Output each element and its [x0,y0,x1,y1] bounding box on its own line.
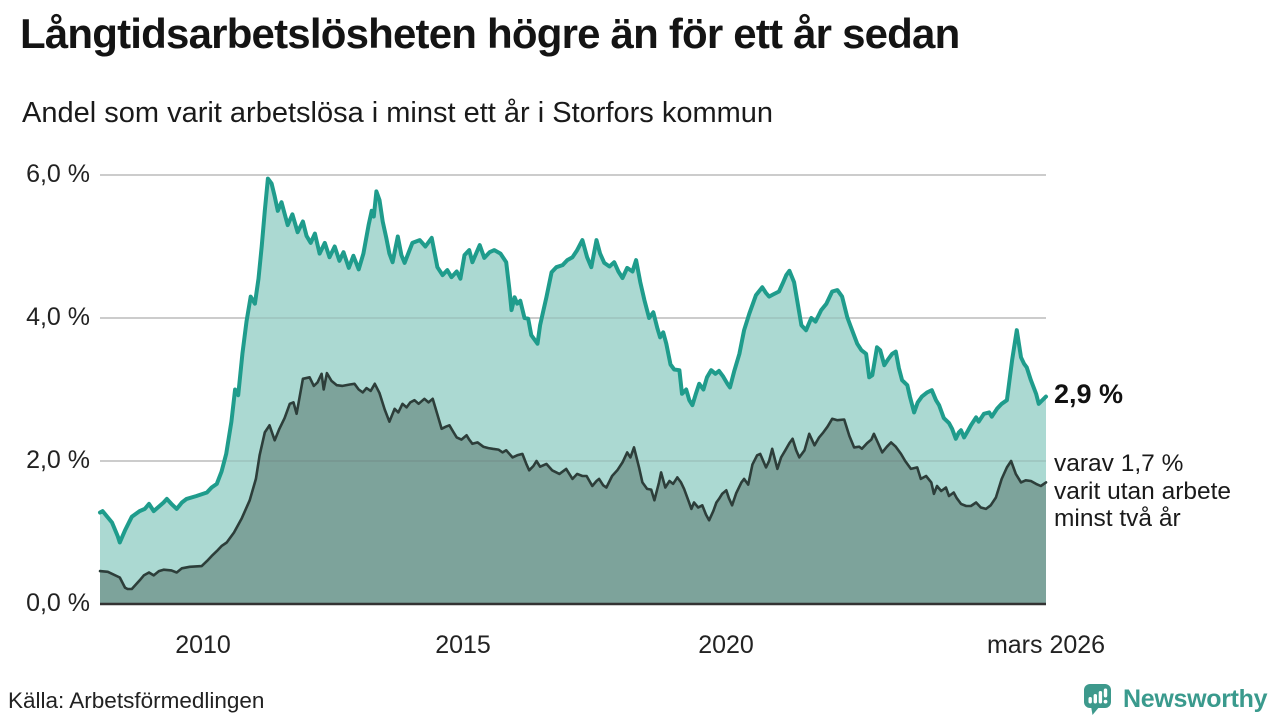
x-tick-label-2010: 2010 [175,631,231,659]
secondary-series-annotation: varav 1,7 % varit utan arbete minst två … [1054,450,1274,533]
source-caption: Källa: Arbetsförmedlingen [8,688,265,713]
chart-subtitle: Andel som varit arbetslösa i minst ett å… [22,97,774,129]
x-tick-label-2020: 2020 [698,631,754,659]
latest-value-label: 2,9 % [1054,379,1124,409]
x-tick-label-2015: 2015 [435,631,491,659]
chart-areas [100,178,1046,604]
chart-lines [98,176,1048,591]
series-line-0 [98,176,1048,545]
brand-lockup: Newsworthy [1083,683,1268,720]
y-tick-label-2: 2,0 % [26,446,90,474]
series-line-1 [98,371,1048,591]
secondary-annotation-line1: varav 1,7 % [1054,450,1184,477]
y-tick-label-6: 6,0 % [26,160,90,188]
newsworthy-logo-icon [1083,683,1116,720]
y-tick-label-4: 4,0 % [26,303,90,331]
brand-name: Newsworthy [1123,685,1268,713]
x-tick-label-mars-2026: mars 2026 [986,631,1106,659]
secondary-annotation-line2: varit utan arbete [1054,477,1232,505]
page-title: Långtidsarbetslösheten högre än för ett … [20,10,960,57]
y-tick-label-0: 0,0 % [26,589,90,617]
series-area-1 [100,373,1046,604]
secondary-annotation-line3: minst två år [1054,505,1181,532]
